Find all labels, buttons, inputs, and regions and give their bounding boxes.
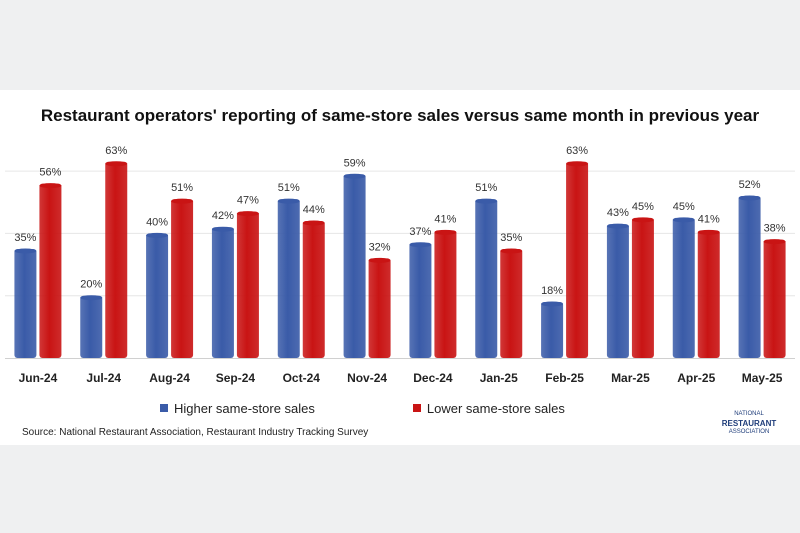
data-label: 42% xyxy=(212,210,234,222)
bar-cap xyxy=(14,248,37,254)
logo-line-2: RESTAURANT xyxy=(721,419,777,428)
x-tick-label: Aug-24 xyxy=(149,371,190,385)
bar-cap xyxy=(105,161,128,167)
legend-item-lower: Lower same-store sales xyxy=(412,400,565,416)
x-tick-label: Mar-25 xyxy=(611,371,650,385)
bar-higher-jun-24 xyxy=(14,249,37,358)
logo-line-3: ASSOCIATION xyxy=(728,429,770,435)
legend-swatch-higher xyxy=(160,404,168,412)
bar-lower-jul-24 xyxy=(105,161,128,358)
x-tick-label: Jan-25 xyxy=(480,371,518,385)
data-label: 56% xyxy=(39,167,61,179)
data-label: 45% xyxy=(632,201,654,213)
bar-cap xyxy=(566,161,589,167)
x-tick-label: Apr-25 xyxy=(677,371,715,385)
data-label: 47% xyxy=(237,195,259,207)
bar-higher-apr-25 xyxy=(672,217,695,358)
x-tick-label: Sep-24 xyxy=(216,371,256,385)
data-label: 44% xyxy=(303,204,325,216)
bar-cap xyxy=(541,301,564,307)
data-label: 35% xyxy=(500,232,522,244)
bar-chart: 35%56%Jun-2420%63%Jul-2440%51%Aug-2442%4… xyxy=(5,145,795,385)
bar-cap xyxy=(39,183,62,189)
x-tick-label: Feb-25 xyxy=(545,371,584,385)
data-label: 51% xyxy=(171,182,193,194)
data-label: 40% xyxy=(146,216,168,228)
bar-cap xyxy=(302,220,325,226)
bar-lower-apr-25 xyxy=(697,230,720,358)
bar-lower-jan-25 xyxy=(500,249,523,358)
data-label: 45% xyxy=(673,201,695,213)
bar-lower-aug-24 xyxy=(171,199,194,358)
bar-cap xyxy=(409,242,432,248)
data-label: 51% xyxy=(475,182,497,194)
bar-higher-oct-24 xyxy=(277,199,300,358)
data-label: 18% xyxy=(541,285,563,297)
bar-higher-may-25 xyxy=(738,196,761,358)
nra-logo: NATIONAL RESTAURANT ASSOCIATION xyxy=(706,410,792,444)
bar-higher-dec-24 xyxy=(409,242,432,358)
data-label: 37% xyxy=(409,226,431,238)
chart-title: Restaurant operators' reporting of same-… xyxy=(40,106,760,125)
bar-cap xyxy=(606,223,629,229)
bar-cap xyxy=(672,217,695,223)
bar-higher-nov-24 xyxy=(343,174,366,358)
bar-higher-feb-25 xyxy=(541,301,564,358)
bar-cap xyxy=(171,198,194,204)
bar-lower-dec-24 xyxy=(434,230,457,358)
bar-lower-feb-25 xyxy=(566,161,589,358)
x-tick-label: Jul-24 xyxy=(86,371,121,385)
data-label: 59% xyxy=(344,157,366,169)
bar-lower-jun-24 xyxy=(39,183,62,358)
bar-cap xyxy=(434,229,457,235)
data-label: 43% xyxy=(607,207,629,219)
legend-label-lower: Lower same-store sales xyxy=(426,400,565,416)
data-label: 51% xyxy=(278,182,300,194)
data-label: 63% xyxy=(105,145,127,157)
bar-higher-jul-24 xyxy=(80,295,103,358)
data-label: 20% xyxy=(80,279,102,291)
bar-higher-jan-25 xyxy=(475,199,498,358)
bar-cap xyxy=(80,295,103,301)
data-label: 41% xyxy=(434,213,456,225)
bar-lower-nov-24 xyxy=(368,258,391,358)
legend-swatch-lower xyxy=(412,404,421,412)
source-note: Source: National Restaurant Association,… xyxy=(22,427,369,438)
data-label: 38% xyxy=(764,223,786,235)
bar-higher-mar-25 xyxy=(606,224,629,358)
bar-cap xyxy=(277,198,300,204)
data-label: 35% xyxy=(14,232,36,244)
bar-cap xyxy=(500,248,523,254)
bar-lower-mar-25 xyxy=(631,217,654,358)
bar-cap xyxy=(697,229,720,235)
data-label: 41% xyxy=(698,213,720,225)
bar-higher-sep-24 xyxy=(211,227,234,358)
legend-label-higher: Higher same-store sales xyxy=(174,400,315,416)
bar-cap xyxy=(236,211,259,217)
bar-cap xyxy=(211,226,234,232)
bar-cap xyxy=(146,232,169,238)
bar-cap xyxy=(475,198,498,204)
bar-cap xyxy=(763,239,786,245)
x-tick-label: May-25 xyxy=(742,371,783,385)
bar-lower-sep-24 xyxy=(236,211,259,358)
x-tick-label: Nov-24 xyxy=(347,371,387,385)
legend: Higher same-store sales Lower same-store… xyxy=(160,399,663,417)
x-tick-label: Dec-24 xyxy=(413,371,453,385)
x-tick-label: Jun-24 xyxy=(19,371,58,385)
bar-cap xyxy=(738,195,761,201)
logo-line-1: NATIONAL xyxy=(734,411,764,417)
bar-lower-may-25 xyxy=(763,239,786,358)
legend-item-higher: Higher same-store sales xyxy=(160,401,315,416)
chart-panel: Restaurant operators' reporting of same-… xyxy=(0,90,800,445)
data-label: 52% xyxy=(739,179,761,191)
data-label: 63% xyxy=(566,145,588,157)
bar-cap xyxy=(343,173,366,179)
bar-lower-oct-24 xyxy=(302,220,325,358)
data-label: 32% xyxy=(369,241,391,253)
bar-cap xyxy=(368,257,391,263)
bar-cap xyxy=(631,217,654,223)
bar-higher-aug-24 xyxy=(146,233,169,358)
x-tick-label: Oct-24 xyxy=(283,371,321,385)
